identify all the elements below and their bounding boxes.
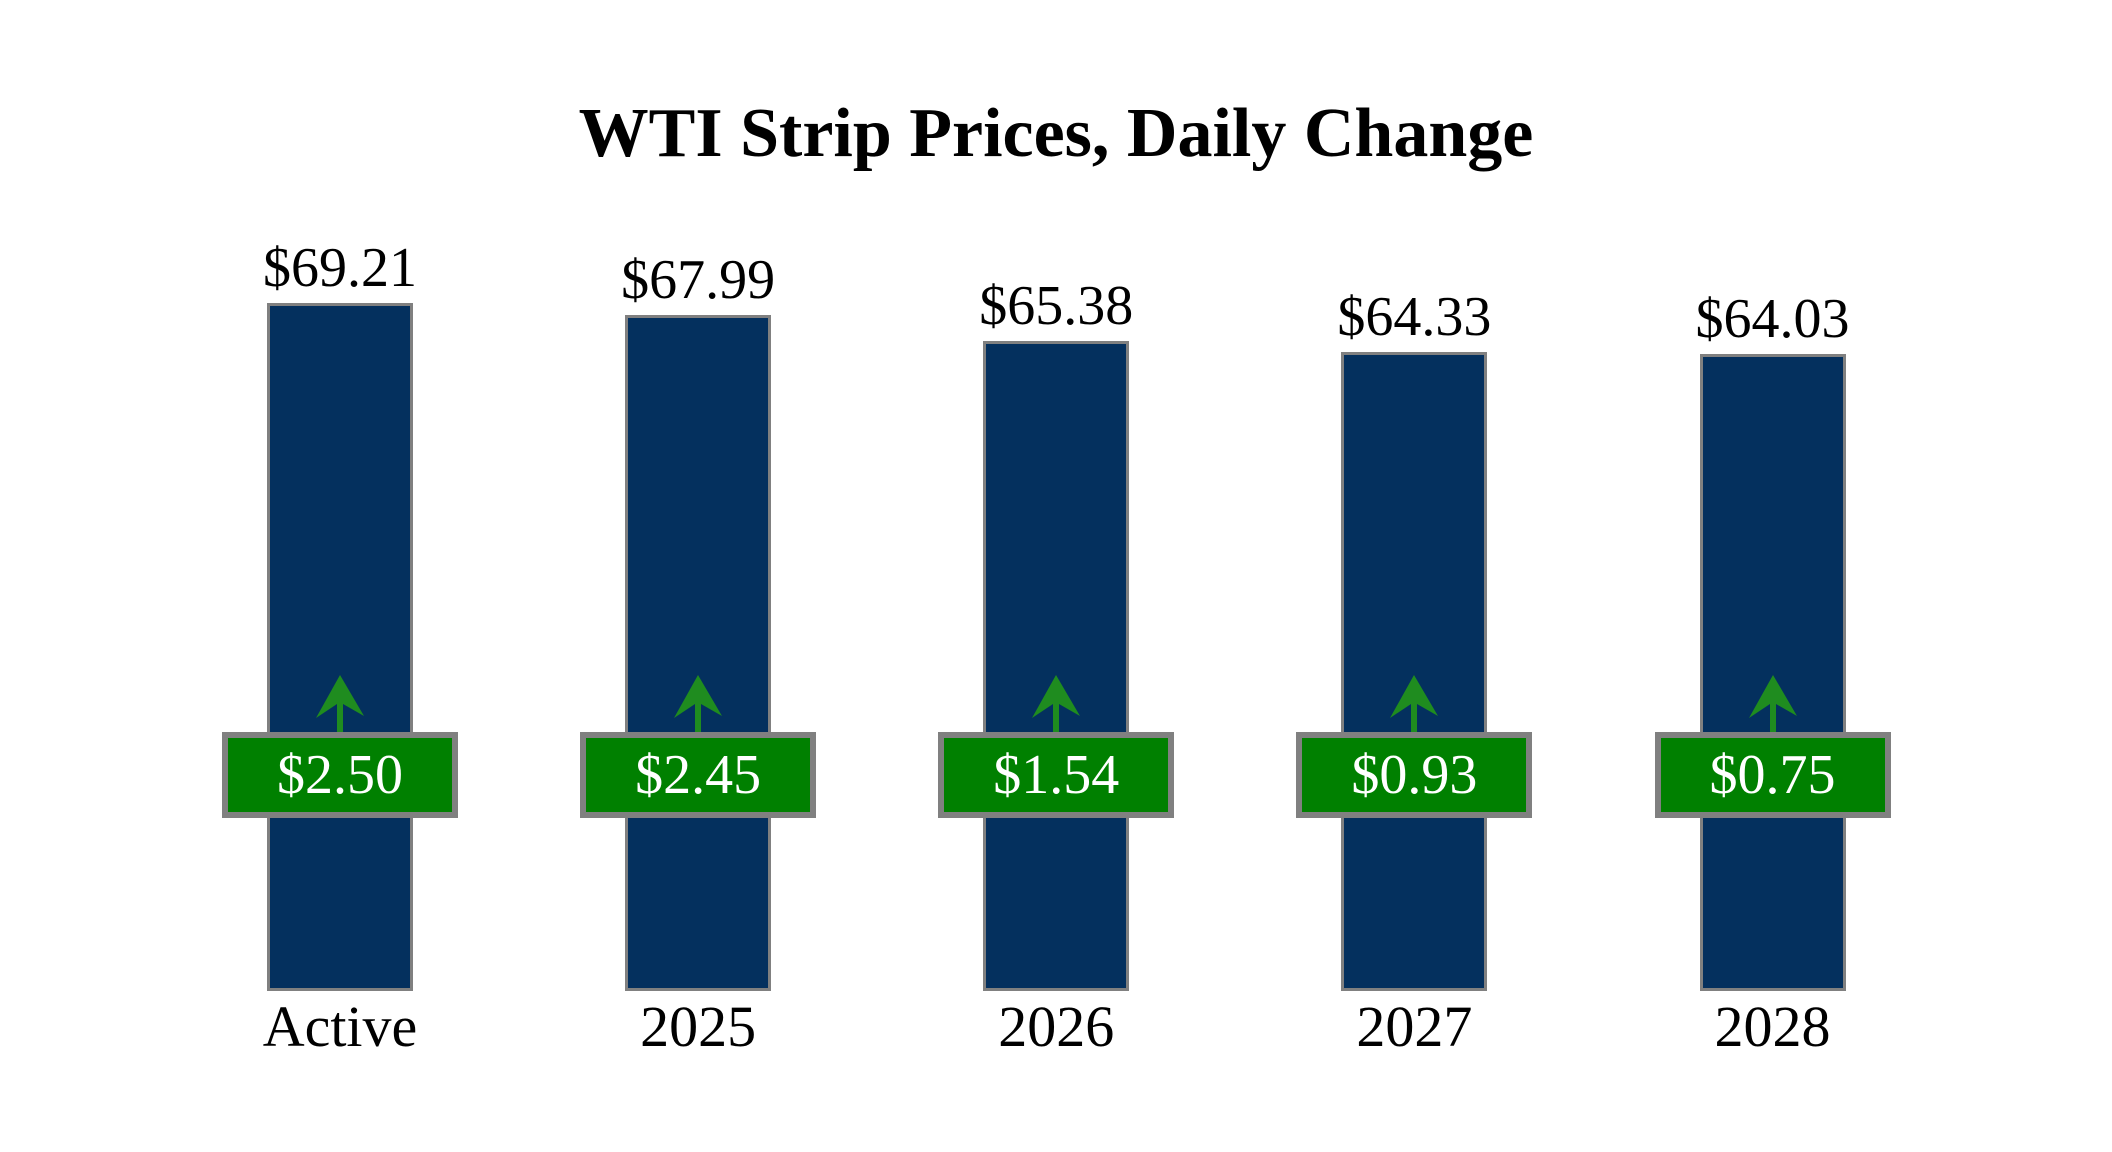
category-label: 2026 (998, 994, 1115, 1059)
price-label: $64.33 (1337, 286, 1492, 348)
category-label: 2027 (1356, 994, 1473, 1059)
change-badge: $0.93 (1296, 732, 1533, 818)
bar (1699, 354, 1846, 991)
bar (1341, 352, 1488, 991)
change-label: $2.45 (635, 744, 762, 806)
bar-group: $64.33 $0.93 2027 (1296, 0, 1533, 1152)
up-arrow-icon (1032, 675, 1081, 732)
price-label: $69.21 (263, 237, 417, 299)
bar (267, 303, 413, 991)
price-label: $67.99 (621, 249, 776, 311)
chart-title: WTI Strip Prices, Daily Change (578, 95, 1534, 172)
bar-group: $67.99 $2.45 2025 (580, 0, 817, 1152)
bar-group: $69.21 $2.50 Active (222, 0, 458, 1152)
category-label: 2025 (640, 994, 757, 1059)
up-arrow-icon (1748, 675, 1797, 732)
price-label: $65.38 (979, 275, 1134, 337)
price-label: $64.03 (1695, 288, 1850, 350)
change-label: $0.75 (1709, 744, 1836, 806)
change-badge: $2.50 (222, 732, 458, 818)
up-arrow-icon (674, 675, 723, 732)
bar (983, 341, 1130, 991)
change-badge: $1.54 (938, 732, 1175, 818)
up-arrow-icon (1390, 675, 1439, 732)
category-label: 2028 (1714, 994, 1831, 1059)
change-label: $2.50 (277, 744, 403, 806)
change-badge: $2.45 (580, 732, 817, 818)
change-label: $1.54 (993, 744, 1120, 806)
change-badge: $0.75 (1654, 732, 1891, 818)
bar (625, 315, 772, 991)
category-label: Active (262, 994, 418, 1059)
change-label: $0.93 (1351, 744, 1478, 806)
up-arrow-icon (316, 675, 364, 732)
bar-group: $65.38 $1.54 2026 (938, 0, 1175, 1152)
bar-group: $64.03 $0.75 2028 (1654, 0, 1891, 1152)
